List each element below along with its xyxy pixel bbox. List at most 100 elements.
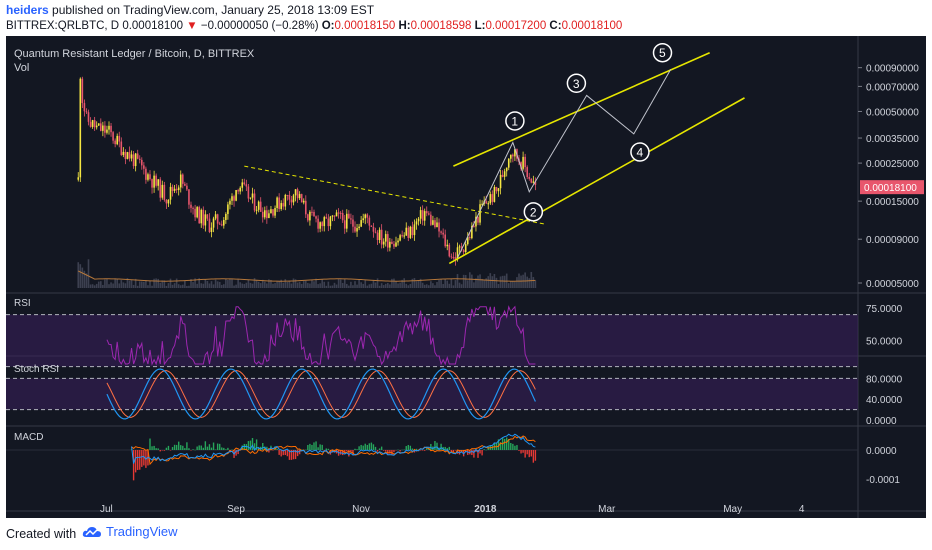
chart-area[interactable]: 0.00090000 0.00070000 0.00050000 0.00035000… <box>6 36 926 518</box>
volume-bar <box>223 284 225 288</box>
candle-body <box>132 154 135 167</box>
volume-bar <box>370 283 373 288</box>
candle-body <box>327 218 330 227</box>
candle-body <box>300 194 303 203</box>
macd-hist-bar <box>278 450 280 455</box>
macd-hist-bar <box>335 450 338 454</box>
volume-bar <box>391 278 393 288</box>
macd-hist-bar <box>419 450 422 451</box>
macd-hist-bar <box>165 447 168 450</box>
volume-bar <box>212 284 215 288</box>
candle-body <box>311 211 313 213</box>
candle-body <box>294 189 297 196</box>
candle-body <box>91 120 94 127</box>
candle-body <box>145 168 147 180</box>
candle-body <box>212 218 215 228</box>
macd-hist-bar <box>143 450 145 466</box>
volume-bar <box>307 283 309 288</box>
volume-bar <box>409 283 412 288</box>
macd-hist-bar <box>366 444 368 450</box>
volume-bar <box>497 283 500 288</box>
tradingview-logo[interactable]: TradingView <box>82 524 178 539</box>
macd-hist-bar <box>175 444 178 450</box>
macd-hist-bar <box>161 450 163 451</box>
volume-bar <box>122 282 125 288</box>
macd-hist-bar <box>313 442 315 450</box>
wave-label: 2 <box>530 205 537 219</box>
volume-bar <box>143 281 145 288</box>
wave-path <box>457 69 672 259</box>
candle-body <box>405 227 408 236</box>
candle-body <box>491 194 494 202</box>
macd-hist-bar <box>194 449 196 451</box>
volume-bar <box>352 285 354 288</box>
volume-bar <box>136 285 139 288</box>
volume <box>77 259 537 288</box>
author-link[interactable]: heiders <box>6 3 49 17</box>
candle-body <box>421 210 424 221</box>
tradingview-brand: TradingView <box>106 524 178 539</box>
volume-bar <box>466 280 469 288</box>
macd-hist-bar <box>227 447 229 450</box>
time-axis-label: 4 <box>799 504 805 515</box>
macd-hist-bar <box>296 450 299 457</box>
macd-hist-bar <box>241 445 243 450</box>
volume-bar <box>448 283 451 288</box>
macd-hist-bar <box>182 445 184 450</box>
candle-body <box>462 250 465 252</box>
volume-bar <box>206 281 209 288</box>
candle-body <box>444 234 446 247</box>
volume-bar <box>264 281 266 288</box>
macd-hist-bar <box>153 445 155 450</box>
macd-hist-bar <box>454 450 457 451</box>
price-axis-label: 0.00009000 <box>866 235 919 246</box>
macd-hist-bar <box>487 446 489 450</box>
volume-bar <box>528 278 531 288</box>
candle-body <box>469 237 471 239</box>
volume-bar <box>411 278 414 288</box>
candle-body <box>93 120 96 128</box>
candle-body <box>446 244 449 247</box>
macd-hist-bar <box>286 450 289 457</box>
volume-bar <box>102 284 104 288</box>
macd-hist-bar <box>208 444 211 450</box>
macd-hist-bar <box>458 450 461 455</box>
candle-body <box>210 227 213 233</box>
footer: Created with TradingView <box>0 518 932 550</box>
volume-bar <box>231 278 233 288</box>
macd-hist-bar <box>409 445 412 450</box>
volume-bar <box>346 283 348 288</box>
candle-body <box>79 78 82 178</box>
time-axis-label: May <box>723 504 742 515</box>
price-axis-label: 0.00070000 <box>866 82 919 93</box>
candle-body <box>313 211 315 217</box>
candle-body <box>255 209 258 211</box>
volume-bar <box>372 279 375 288</box>
volume-bar <box>108 284 110 288</box>
volume-bar <box>155 278 157 288</box>
candle-body <box>399 235 401 241</box>
volume-bar <box>233 285 235 288</box>
volume-bar <box>100 281 102 288</box>
volume-label: Vol <box>14 62 29 74</box>
macd-axis-label: -0.0001 <box>866 475 900 486</box>
macd-hist-bar <box>342 450 344 456</box>
high-value: 0.00018598 <box>410 20 472 32</box>
candle-body <box>329 216 332 227</box>
candle-body <box>514 149 516 157</box>
candle-body <box>481 203 483 205</box>
volume-bar <box>331 285 334 288</box>
volume-bar <box>261 279 264 288</box>
volume-bar <box>216 281 219 288</box>
macd-hist-bar <box>280 450 282 457</box>
candle-body <box>321 222 323 227</box>
candle-body <box>173 188 176 191</box>
macd-hist-bar <box>508 438 510 450</box>
macd-hist-bar <box>212 442 215 450</box>
price-chart[interactable]: 0.00090000 0.00070000 0.00050000 0.00035000… <box>6 36 926 518</box>
candle-body <box>188 189 190 205</box>
wave-label-circle <box>523 202 544 222</box>
candle-body <box>298 194 301 199</box>
candle-body <box>407 227 410 238</box>
candle-body <box>196 207 198 218</box>
